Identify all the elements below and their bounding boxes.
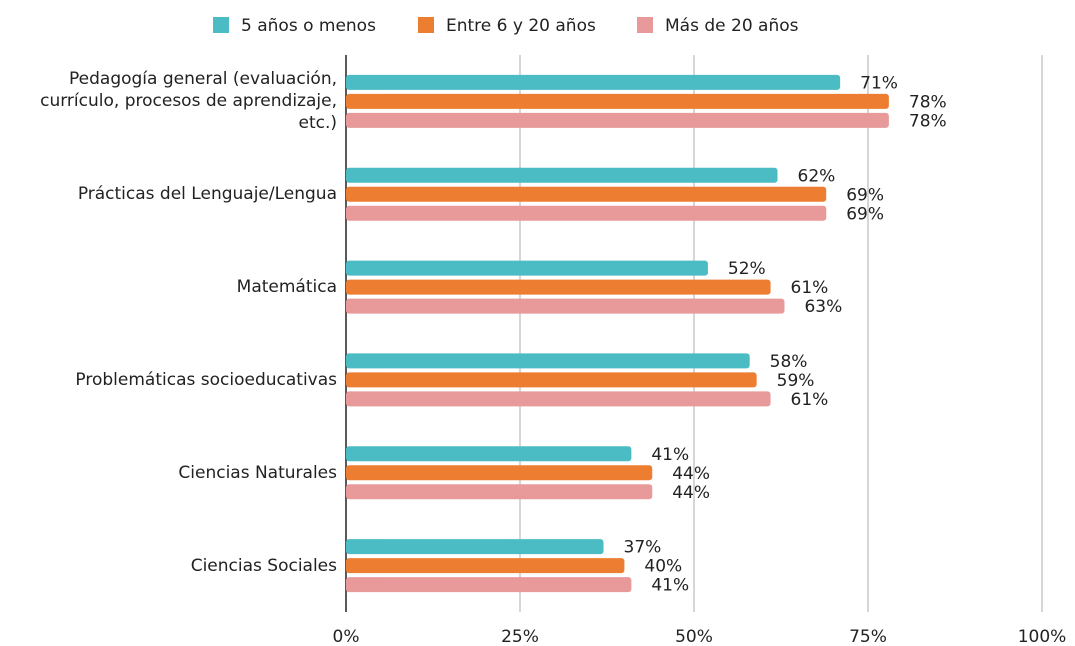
value-label: 78%: [909, 111, 947, 131]
bar: [346, 465, 653, 481]
bar: [346, 353, 750, 369]
value-label: 40%: [644, 557, 682, 577]
legend-swatch: [637, 17, 653, 33]
bar: [346, 577, 632, 593]
x-tick-label: 75%: [849, 627, 887, 646]
value-label: 41%: [651, 576, 689, 596]
x-tick-label: 100%: [1018, 627, 1067, 646]
category-label: Problemáticas socioeducativas: [75, 369, 337, 390]
value-label: 63%: [804, 297, 842, 317]
category-label: Ciencias Naturales: [178, 462, 337, 483]
value-label: 61%: [791, 390, 829, 410]
bar: [346, 484, 653, 500]
bar: [346, 279, 771, 295]
value-label: 58%: [770, 352, 808, 372]
bar: [346, 167, 778, 183]
value-label: 62%: [798, 166, 836, 186]
legend-swatch: [418, 17, 434, 33]
category-label: Matemática: [236, 277, 337, 298]
value-label: 44%: [672, 483, 710, 503]
legend-label: 5 años o menos: [241, 16, 376, 36]
bar: [346, 112, 889, 128]
value-label: 41%: [651, 445, 689, 465]
bar: [346, 558, 625, 574]
x-tick-label: 25%: [501, 627, 539, 646]
value-label: 69%: [846, 185, 884, 205]
bar: [346, 93, 889, 109]
x-tick-label: 50%: [675, 627, 713, 646]
value-label: 69%: [846, 204, 884, 224]
bar: [346, 539, 604, 555]
value-label: 52%: [728, 259, 766, 279]
value-label: 61%: [791, 278, 829, 298]
legend-label: Más de 20 años: [665, 16, 799, 36]
x-tick-label: 0%: [333, 627, 360, 646]
bar: [346, 74, 841, 90]
category-label: Prácticas del Lenguaje/Lengua: [77, 184, 337, 205]
legend-swatch: [213, 17, 229, 33]
bar: [346, 205, 827, 221]
bar: [346, 391, 771, 407]
bar: [346, 186, 827, 202]
bar: [346, 446, 632, 462]
value-label: 44%: [672, 464, 710, 484]
bar: [346, 372, 757, 388]
legend-label: Entre 6 y 20 años: [446, 16, 596, 36]
value-label: 37%: [624, 538, 662, 558]
category-label: Pedagogía general (evaluación, currículo…: [40, 69, 337, 134]
bar: [346, 298, 785, 314]
category-label: Ciencias Sociales: [190, 555, 337, 576]
value-label: 71%: [860, 73, 898, 93]
bar: [346, 260, 708, 276]
value-label: 78%: [909, 92, 947, 112]
value-label: 59%: [777, 371, 815, 391]
